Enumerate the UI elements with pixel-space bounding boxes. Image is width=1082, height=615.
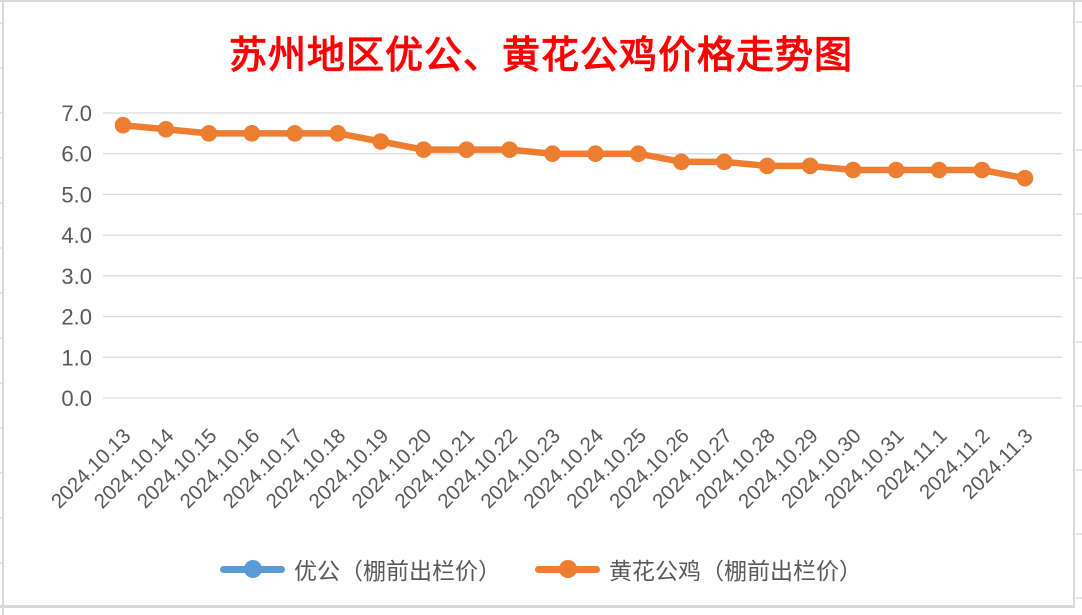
spreadsheet-gridline-stub [0,22,2,24]
y-axis-tick-label: 5.0 [61,182,92,207]
data-point-marker [630,145,647,163]
spreadsheet-gridline-stub [1076,405,1082,407]
data-point-marker [200,125,218,142]
data-point-marker [1016,169,1034,187]
data-point-marker [973,161,991,179]
data-point-marker [501,141,518,158]
chart-border-left [2,0,4,615]
data-point-marker [887,161,905,179]
y-axis-tick-label: 7.0 [61,101,92,126]
chart-border-top [0,0,1082,2]
spreadsheet-gridline-stub [0,292,2,294]
legend: 优公（棚前出栏价） 黄花公鸡（棚前出栏价） [0,552,1082,586]
spreadsheet-gridline-stub [0,157,2,159]
spreadsheet-gridline-stub [1076,469,1082,471]
data-point-marker [458,141,475,158]
data-point-marker [329,125,347,142]
y-axis-tick-label: 6.0 [61,142,92,167]
chart-title: 苏州地区优公、黄花公鸡价格走势图 [228,32,853,77]
data-point-marker [544,145,561,163]
data-point-marker [114,116,132,134]
spreadsheet-gridline-stub [1076,149,1082,151]
spreadsheet-gridline-stub [0,202,2,204]
legend-item-huanghua: 黄花公鸡（棚前出栏价） [535,552,862,586]
series-line-marker-icon [535,560,600,578]
spreadsheet-gridline-stub [1076,21,1082,23]
data-point-marker [716,153,733,171]
spreadsheet-gridline-stub [0,382,2,384]
series-line-marker-icon [220,560,285,578]
spreadsheet-gridline-stub [0,67,2,69]
spreadsheet-gridline-stub [1076,213,1082,215]
spreadsheet-gridline-stub [0,562,2,564]
data-point-marker [157,120,175,138]
data-point-marker [286,125,304,142]
legend-label-huanghua: 黄花公鸡（棚前出栏价） [609,558,862,584]
spreadsheet-gridline-stub [1076,85,1082,87]
y-axis-tick-label: 2.0 [61,305,92,330]
data-point-marker [372,133,390,150]
y-axis-tick-label: 3.0 [61,264,92,289]
data-point-marker [758,157,776,175]
data-point-marker [415,141,432,158]
series-dot-icon [243,560,262,578]
data-point-marker [587,145,604,163]
spreadsheet-gridline-stub [0,517,2,519]
spreadsheet-gridline-stub [1076,597,1082,599]
spreadsheet-gridline-stub [0,472,2,474]
legend-label-yougong: 优公（棚前出栏价） [294,558,501,584]
spreadsheet-gridline-stub [1076,277,1082,279]
spreadsheet-gridline-stub [0,337,2,339]
spreadsheet-gridline-stub [0,247,2,249]
series-dot-icon [558,560,577,578]
spreadsheet-gridline-stub [1076,533,1082,535]
spreadsheet-gridline-stub [0,427,2,429]
spreadsheet-gridline-stub [1076,341,1082,343]
spreadsheet-gridline-stub [0,112,2,114]
data-point-marker [673,153,690,171]
data-point-marker [930,161,948,179]
data-point-marker [243,125,261,142]
chart-border-bottom [0,605,1075,608]
y-axis-tick-label: 4.0 [61,223,92,248]
y-axis-tick-label: 0.0 [61,386,92,411]
legend-item-yougong: 优公（棚前出栏价） [220,552,501,586]
data-point-marker [844,161,862,179]
data-point-marker [801,157,819,175]
series-line [119,121,1029,182]
chart-border-right [1073,0,1075,607]
y-axis-tick-label: 1.0 [61,345,92,370]
